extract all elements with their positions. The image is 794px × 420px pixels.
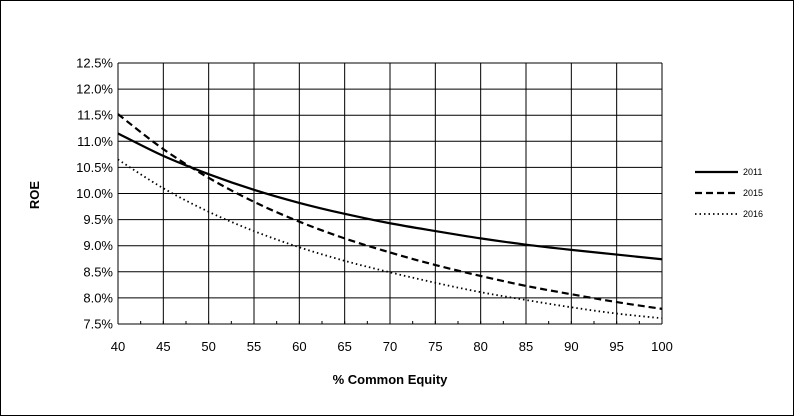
x-tick-label: 100 [651,339,673,354]
x-tick-label: 90 [564,339,578,354]
x-tick-label: 55 [247,339,261,354]
y-tick-label: 9.0% [83,238,113,253]
series-line-2011 [117,132,663,261]
series-line-2016 [117,158,663,320]
y-axis-title: ROE [27,181,42,210]
y-tick-label: 8.5% [83,264,113,279]
x-tick-label: 80 [473,339,487,354]
y-tick-label: 7.5% [83,317,113,332]
y-tick-label: 10.0% [76,186,113,201]
y-tick-label: 12.5% [76,56,113,71]
y-tick-label: 8.0% [83,290,113,305]
series-layer [117,113,663,320]
x-axis-title: % Common Equity [333,372,449,387]
y-tick-label: 11.0% [77,134,113,149]
y-tick-label: 10.5% [76,160,113,175]
legend-label-2016: 2016 [743,209,763,219]
y-tick-label: 9.5% [83,212,113,227]
chart-grid [117,62,663,325]
legend-label-2015: 2015 [743,188,763,198]
x-tick-label: 50 [201,339,215,354]
x-tick-label: 60 [292,339,306,354]
x-tick-label: 65 [337,339,351,354]
x-tick-label: 45 [156,339,170,354]
y-tick-label: 11.5% [77,108,113,123]
series-line-2015 [117,113,663,310]
chart-legend: 2011 2015 2016 [695,167,763,219]
x-tick-label: 40 [111,339,125,354]
x-tick-label: 75 [428,339,442,354]
x-tick-label: 85 [519,339,533,354]
y-tick-label: 12.0% [76,82,113,97]
x-tick-label: 70 [383,339,397,354]
tick-labels: 7.5% 8.0% 8.5% 9.0% 9.5% 10.0% 10.5% 11.0% 11.5%… [76,56,673,355]
x-tick-label: 95 [609,339,623,354]
legend-label-2011: 2011 [743,167,762,177]
